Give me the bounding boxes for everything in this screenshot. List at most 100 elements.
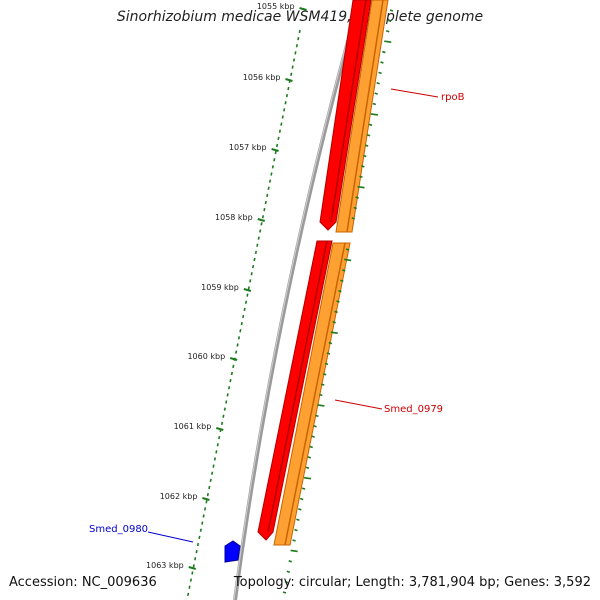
ruler-dot [227,386,231,390]
ruler-major-tick [202,497,210,501]
ruler-dot [295,44,298,48]
ruler-dot [225,400,228,404]
inner-ruler-dash [345,248,350,251]
ruler-dot [195,549,198,554]
inner-ruler-dash [328,341,333,345]
ruler-dot [236,343,239,347]
ruler-dot [246,293,249,297]
inner-ruler-dash [298,508,302,511]
ruler-dot [298,29,301,34]
smed-0979-cds-red[interactable] [257,240,333,541]
inner-ruler-dash [389,9,394,12]
ruler-dot [247,286,250,290]
ruler-dot [291,65,294,69]
ruler-dot [273,158,276,162]
inner-ruler-dash [317,404,325,407]
inner-ruler-dash [378,71,382,75]
inner-ruler-dash [372,102,377,106]
inner-ruler-dash [368,123,373,127]
gene-label-smed-0980[interactable]: Smed_0980 [89,524,148,535]
inner-ruler-dash [320,383,325,386]
tick-label: 1062 kbp [160,492,198,501]
inner-ruler-dash [380,61,384,64]
ruler-dot [257,236,260,240]
inner-ruler-dash [384,40,392,43]
ruler-dot [283,108,286,112]
ruler-dot [208,485,211,490]
inner-ruler-dash [361,165,365,168]
ruler-major-tick [216,427,224,431]
ruler-dot [235,350,238,354]
smed-0979-cds-orange[interactable] [273,242,351,546]
inner-ruler-dash [282,591,287,594]
rpob-cds-red[interactable] [319,0,372,231]
inner-ruler-dash [307,456,312,459]
inner-ruler-dash [344,258,352,262]
ruler-dot [243,307,246,312]
ruler-dot [253,257,256,262]
ruler-dot [267,186,270,190]
inner-ruler-dash [351,217,356,220]
ruler-dot [189,578,193,582]
ruler-dot [216,443,219,447]
inner-ruler-dash [382,50,386,54]
ruler-dot [276,143,279,148]
ruler-major-tick [299,7,307,11]
tick-label: 1056 kbp [243,73,281,82]
inner-ruler-dash [284,580,289,584]
ruler-dot [290,72,293,76]
ruler-dot [250,272,253,276]
inner-ruler-dash [286,570,291,573]
ruler-dot [188,585,191,589]
ruler-dot [242,314,245,319]
ruler-dot [205,500,208,504]
ruler-dot [202,514,205,518]
inner-ruler-dash [353,206,357,210]
rpob-cds-orange[interactable] [335,0,389,233]
tick-label: 1063 kbp [146,561,184,570]
ruler-dot [271,165,274,169]
ruler-dot [274,150,277,155]
ruler-major-tick [257,218,266,222]
inner-ruler-dash [311,435,315,438]
ruler-dot [192,564,195,568]
ruler-dot [256,243,259,247]
accession-label: Accession: NC_009636 [9,575,157,590]
inner-ruler-dash [334,310,338,314]
ruler-major-tick [271,148,279,152]
gene-label-rpob[interactable]: rpoB [441,92,465,103]
gene-label-smed-0979[interactable]: Smed_0979 [384,404,443,415]
ruler-dot [229,378,232,383]
ruler-dot [261,215,265,219]
ruler-dot [297,36,300,41]
ruler-dot [277,136,280,141]
ruler-dot [268,179,272,183]
ruler-dot [284,101,287,105]
ruler-dot [209,478,212,483]
inner-ruler-dash [290,549,298,553]
ruler-dot [213,457,217,461]
ruler-dot [263,207,266,212]
tick-label: 1059 kbp [201,283,239,292]
inner-ruler-dash [330,331,338,334]
smed-0980-gene[interactable] [224,540,241,563]
inner-ruler-dash [370,113,379,116]
ruler-dot [223,407,226,411]
inner-ruler-dash [332,321,336,324]
ruler-dot [191,571,194,575]
ruler-dot [240,321,243,326]
ruler-dot [198,535,201,540]
tick-label: 1057 kbp [229,143,267,152]
inner-ruler-dash [313,424,317,428]
ruler-dot [201,521,204,525]
inner-ruler-dash [324,362,329,366]
inner-ruler-dash [315,414,319,418]
rpob-leader [390,88,439,98]
ruler-dot [206,492,209,497]
inner-ruler-dash [366,133,371,137]
inner-ruler-dash [288,560,292,563]
map-title: Sinorhizobium medicae WSM419, complete g… [116,9,484,25]
ruler-dot [211,471,214,475]
smed-0980-leader [147,531,194,543]
